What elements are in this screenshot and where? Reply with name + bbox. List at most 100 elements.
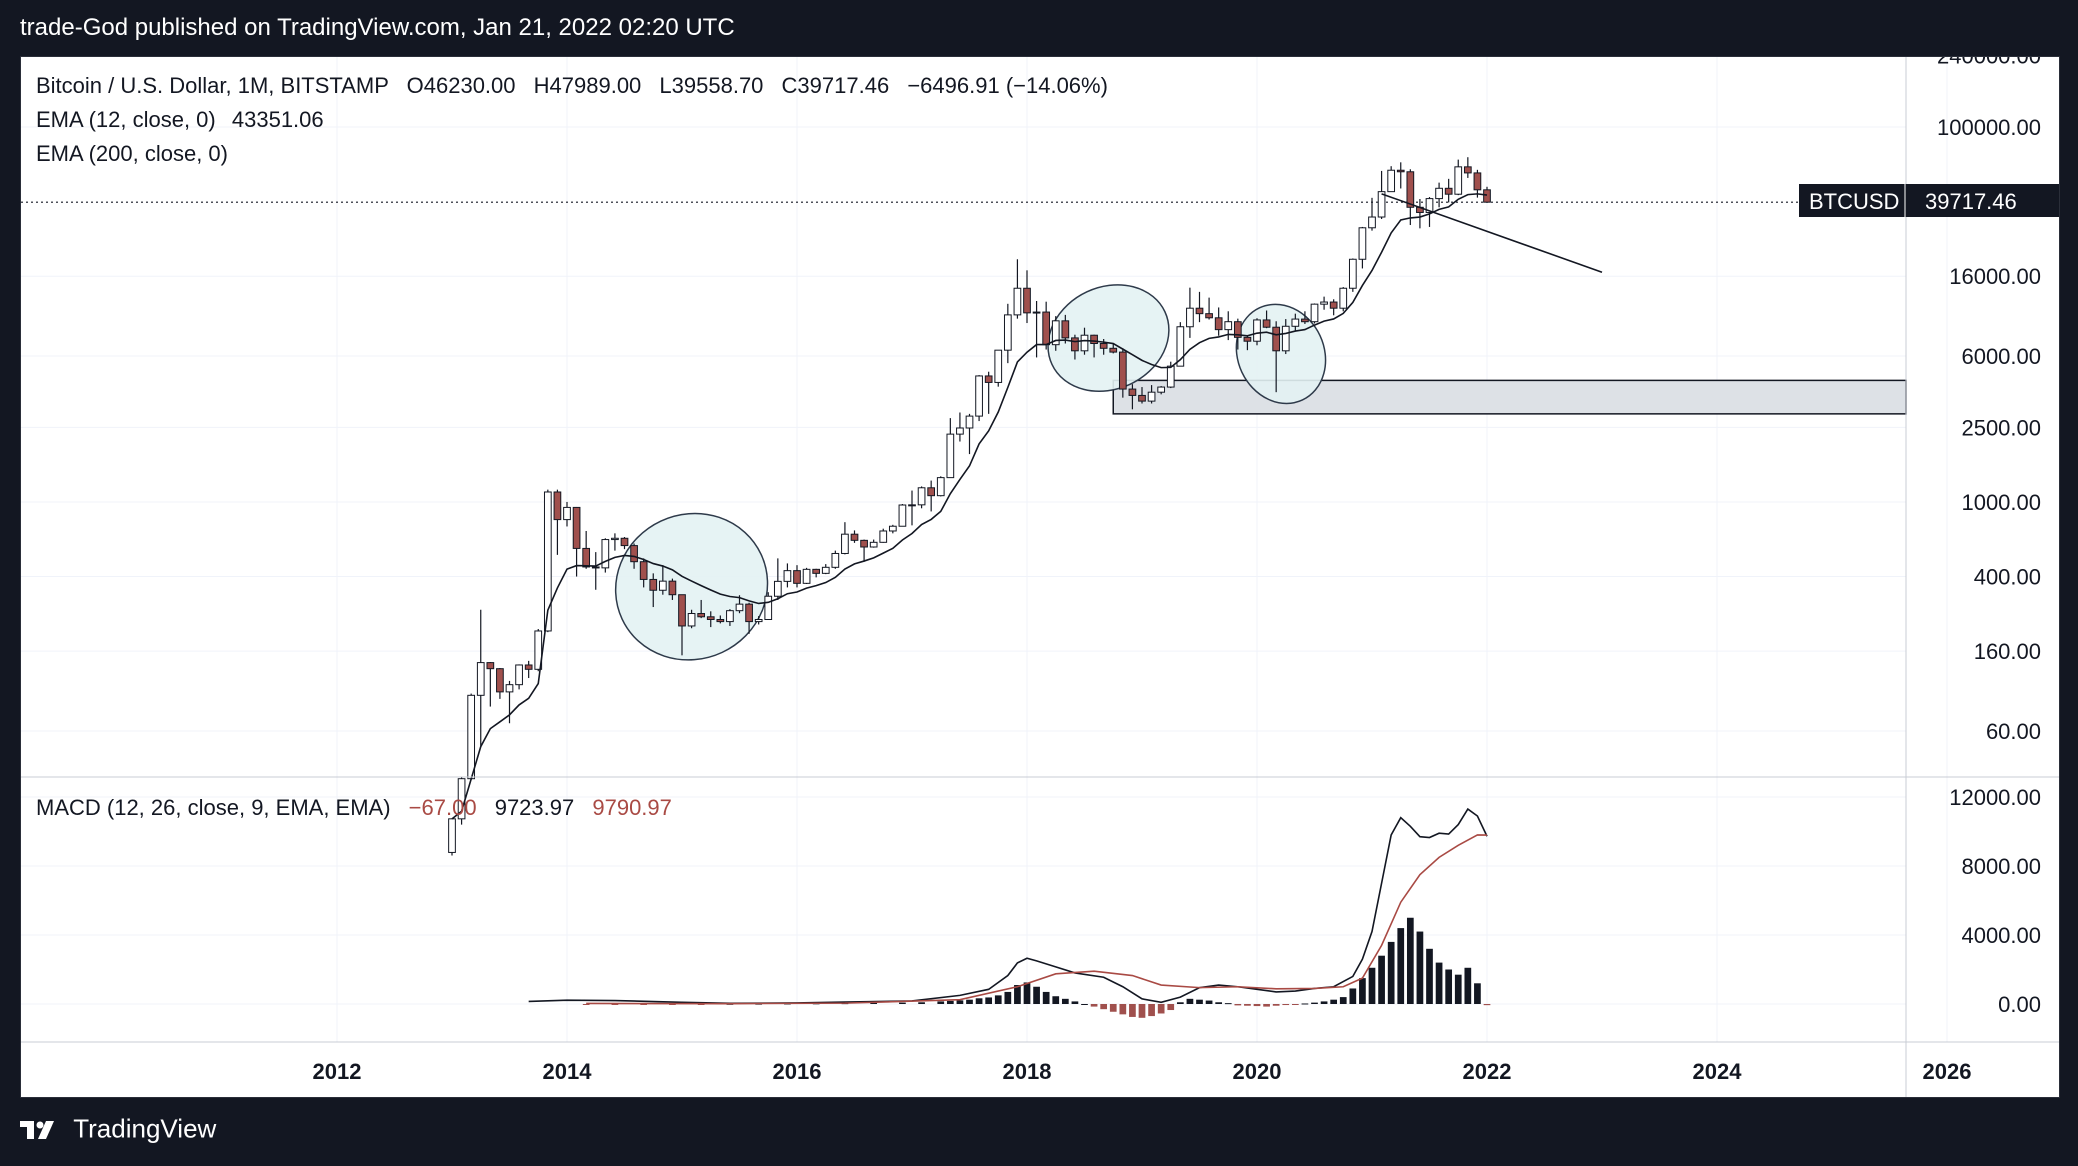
macd-histogram-bar — [1435, 962, 1443, 1004]
macd-histogram-bar — [1014, 985, 1021, 1004]
candle-body — [601, 539, 610, 569]
candle-body — [1051, 320, 1060, 346]
candle-body — [975, 375, 983, 417]
publish-header: trade-God published on TradingView.com, … — [0, 0, 2078, 56]
candle-body — [620, 537, 629, 547]
candle-body — [850, 533, 859, 541]
candle-body — [841, 533, 849, 554]
macd-tick-label: 12000.00 — [1949, 785, 2041, 810]
candle-body — [515, 664, 523, 686]
candle-body — [1473, 172, 1482, 191]
candle-body — [888, 525, 897, 532]
candle-body — [1013, 287, 1022, 316]
macd-histogram-bar — [1263, 1004, 1270, 1007]
time-tick-label: 2026 — [1923, 1059, 1972, 1084]
macd-histogram-bar — [1224, 1003, 1232, 1005]
chart-svg[interactable]: 240000.00 100000.00 16000.00 6000.00 2500.00… — [21, 57, 2059, 1097]
price-tag-symbol: BTCUSD — [1809, 189, 1899, 214]
macd-histogram-bar — [966, 999, 973, 1004]
macd-histogram-bar — [1167, 1004, 1175, 1011]
candle-body — [649, 578, 658, 591]
macd-histogram-bar — [1100, 1004, 1108, 1010]
candle-body — [467, 694, 476, 780]
macd-histogram-bar — [1061, 998, 1069, 1004]
candle-body — [697, 613, 706, 618]
candle-body — [1099, 343, 1108, 349]
candle-body — [486, 662, 495, 670]
candle-body — [611, 537, 619, 541]
candle-body — [1339, 287, 1348, 309]
candle-body — [1329, 301, 1338, 309]
candle-body — [1253, 319, 1261, 342]
axes: 240000.00 100000.00 16000.00 6000.00 2500.00… — [21, 57, 2059, 1097]
price-tick-label: 60.00 — [1986, 719, 2041, 744]
highlight-ellipse — [614, 512, 769, 661]
macd-histogram-bar — [985, 997, 993, 1004]
price-tag-value: 39717.46 — [1925, 189, 2017, 214]
macd-histogram-bar — [1330, 999, 1338, 1004]
trendline — [1381, 193, 1603, 273]
candle-body — [936, 477, 945, 497]
macd-histogram-bar — [1397, 928, 1405, 1004]
indicator-lines — [451, 193, 1603, 1018]
candle-body — [1061, 320, 1070, 339]
macd-histogram-bar — [1474, 983, 1481, 1004]
macd-histogram-bar — [697, 1004, 705, 1005]
candle-body — [1109, 347, 1118, 353]
price-tick-label: 400.00 — [1974, 565, 2041, 590]
candle-body — [1023, 287, 1031, 314]
time-tick-label: 2024 — [1693, 1059, 1743, 1084]
candle-body — [984, 375, 993, 383]
candle-body — [821, 566, 830, 574]
signal-line — [586, 834, 1488, 1005]
candle-body — [658, 580, 667, 591]
candle-body — [678, 594, 686, 627]
macd-tick-label: 0.00 — [1998, 992, 2041, 1017]
candle-body — [764, 595, 773, 621]
candle-body — [917, 487, 926, 506]
candle-body — [1425, 198, 1434, 213]
candle-body — [831, 552, 840, 568]
legend-close: C39717.46 — [782, 73, 890, 98]
candle-body — [448, 818, 456, 853]
candle-body — [1387, 169, 1396, 193]
time-tick-label: 2020 — [1233, 1059, 1282, 1084]
macd-histogram-bar — [937, 1001, 945, 1004]
price-tick-label: 2500.00 — [1961, 415, 2041, 440]
candle-body — [735, 603, 744, 612]
macd-histogram-bar — [1387, 941, 1395, 1004]
candle-body — [994, 349, 1003, 383]
macd-histogram-bar — [1196, 999, 1203, 1004]
macd-histogram-bar — [1109, 1004, 1117, 1012]
macd-histogram-bar — [1359, 978, 1366, 1004]
macd-histogram-bar — [1291, 1004, 1299, 1005]
candle-body — [553, 491, 562, 521]
legend-ema200: EMA (200, close, 0) — [36, 141, 228, 166]
candle-body — [1176, 326, 1185, 367]
macd-legend-macd: 9723.97 — [495, 795, 575, 820]
candle-body — [1396, 169, 1405, 173]
chart-frame[interactable]: 240000.00 100000.00 16000.00 6000.00 2500.00… — [20, 56, 2060, 1098]
macd-histogram-bar — [1176, 1002, 1184, 1004]
macd-histogram-bar — [1368, 967, 1376, 1004]
macd-histogram-bar — [1148, 1004, 1155, 1017]
candle-body — [1118, 351, 1127, 390]
candle-body — [668, 580, 677, 596]
candle-body — [793, 570, 801, 584]
candle-body — [1262, 319, 1271, 328]
candle-body — [1195, 307, 1204, 315]
legend-ema12: EMA (12, close, 0) 43351.06 — [36, 107, 324, 132]
macd-histogram-bar — [1483, 1004, 1491, 1006]
macd-histogram-bar — [1157, 1004, 1165, 1014]
price-tick-label: 16000.00 — [1949, 264, 2041, 289]
publish-info: trade-God published on TradingView.com, … — [20, 14, 735, 41]
candle-body — [1147, 391, 1156, 402]
macd-histogram-bar — [1129, 1004, 1136, 1017]
candle-body — [1157, 386, 1166, 393]
candle-body — [1281, 325, 1290, 352]
macd-histogram-bar — [899, 1002, 906, 1004]
price-tag-bg — [1799, 184, 2059, 217]
candle-body — [745, 603, 753, 623]
candle-body — [1128, 388, 1137, 396]
macd-histogram-bar — [611, 1004, 619, 1005]
